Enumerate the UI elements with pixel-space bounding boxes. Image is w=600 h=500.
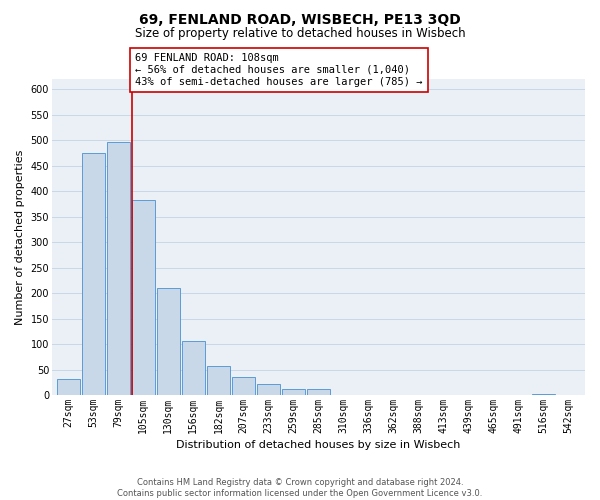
Bar: [107, 142, 130, 395]
Bar: [532, 394, 555, 395]
Bar: [157, 288, 180, 395]
Bar: [207, 366, 230, 395]
Bar: [282, 389, 305, 395]
Bar: [232, 376, 255, 395]
Text: Size of property relative to detached houses in Wisbech: Size of property relative to detached ho…: [134, 28, 466, 40]
Bar: [182, 341, 205, 395]
Bar: [307, 390, 330, 395]
Text: 69, FENLAND ROAD, WISBECH, PE13 3QD: 69, FENLAND ROAD, WISBECH, PE13 3QD: [139, 12, 461, 26]
Y-axis label: Number of detached properties: Number of detached properties: [15, 150, 25, 324]
Text: Contains HM Land Registry data © Crown copyright and database right 2024.
Contai: Contains HM Land Registry data © Crown c…: [118, 478, 482, 498]
Bar: [132, 200, 155, 395]
X-axis label: Distribution of detached houses by size in Wisbech: Distribution of detached houses by size …: [176, 440, 461, 450]
Bar: [257, 384, 280, 395]
Bar: [82, 153, 105, 395]
Bar: [557, 394, 580, 395]
Bar: [57, 378, 80, 395]
Text: 69 FENLAND ROAD: 108sqm
← 56% of detached houses are smaller (1,040)
43% of semi: 69 FENLAND ROAD: 108sqm ← 56% of detache…: [135, 54, 423, 86]
